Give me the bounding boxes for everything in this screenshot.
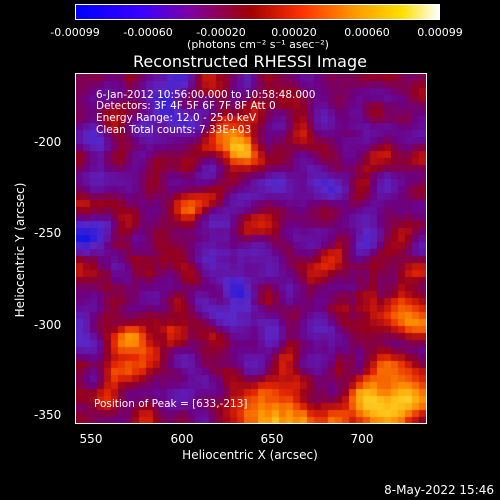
- colorbar: [75, 4, 440, 20]
- info-energy-range: Energy Range: 12.0 - 25.0 keV: [96, 112, 257, 124]
- rhessi-image: [76, 74, 426, 423]
- x-tick: 600: [170, 432, 194, 446]
- colorbar-units: (photons cm⁻² s⁻¹ asec⁻²): [187, 38, 329, 51]
- colorbar-tick: -0.00060: [123, 26, 173, 39]
- colorbar-tick: 0.00020: [271, 26, 317, 39]
- x-axis-label: Heliocentric X (arcsec): [182, 448, 318, 462]
- y-tick: -200: [34, 135, 62, 149]
- colorbar-tick: 0.00099: [417, 26, 463, 39]
- plot-area: 6-Jan-2012 10:56:00.000 to 10:58:48.000 …: [75, 73, 427, 424]
- plot-title: Reconstructed RHESSI Image: [133, 52, 367, 71]
- x-tick: 550: [79, 432, 103, 446]
- peak-position: Position of Peak = [633,-213]: [94, 398, 248, 410]
- info-total-counts: Clean Total counts: 7.33E+03: [96, 124, 252, 136]
- y-tick: -350: [34, 408, 62, 422]
- colorbar-tick: -0.00099: [50, 26, 100, 39]
- x-tick: 650: [260, 432, 284, 446]
- colorbar-tick: 0.00060: [344, 26, 390, 39]
- info-detectors: Detectors: 3F 4F 5F 6F 7F 8F Att 0: [96, 100, 276, 112]
- y-tick: -300: [34, 318, 62, 332]
- y-tick: -250: [34, 226, 62, 240]
- date-stamp: 8-May-2022 15:46: [384, 483, 494, 497]
- colorbar-tick: -0.00020: [196, 26, 246, 39]
- y-axis-label: Heliocentric Y (arcsec): [13, 182, 27, 318]
- x-tick: 700: [350, 432, 374, 446]
- info-time-range: 6-Jan-2012 10:56:00.000 to 10:58:48.000: [96, 89, 316, 101]
